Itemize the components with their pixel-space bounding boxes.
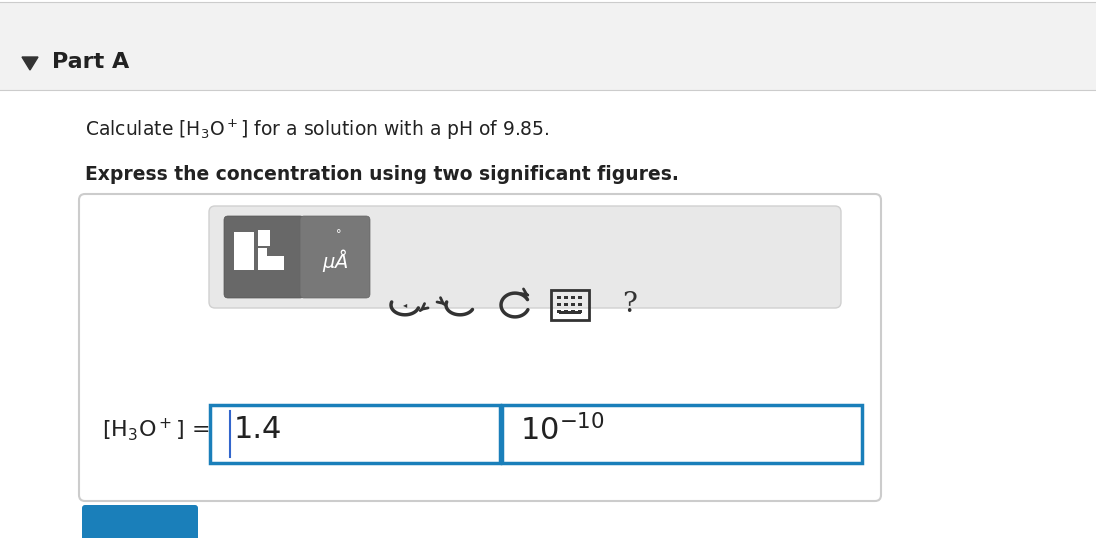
Bar — [571, 296, 575, 299]
Text: Calculate $\mathrm{[H_3O^+]}$ for a solution with a $\mathrm{pH}$ of 9.85.: Calculate $\mathrm{[H_3O^+]}$ for a solu… — [85, 118, 549, 142]
FancyBboxPatch shape — [300, 216, 370, 298]
Bar — [557, 310, 561, 313]
Bar — [578, 296, 582, 299]
Bar — [235, 232, 254, 270]
Bar — [258, 248, 267, 257]
Bar — [502, 405, 861, 463]
FancyBboxPatch shape — [209, 206, 841, 308]
Bar — [571, 303, 575, 306]
Bar — [578, 303, 582, 306]
Bar — [564, 296, 568, 299]
Text: $\mathrm{[H_3O^+]}$ =: $\mathrm{[H_3O^+]}$ = — [102, 416, 209, 443]
Text: ◂: ◂ — [403, 301, 407, 309]
FancyBboxPatch shape — [82, 505, 198, 538]
Bar — [564, 310, 568, 313]
Bar — [0, 2, 1096, 90]
Bar — [258, 256, 284, 270]
Text: Express the concentration using two significant figures.: Express the concentration using two sign… — [85, 166, 678, 185]
Text: Part A: Part A — [52, 52, 129, 72]
Bar — [578, 310, 582, 313]
Text: ?: ? — [623, 292, 638, 318]
Bar — [557, 296, 561, 299]
Polygon shape — [22, 57, 38, 70]
Bar — [210, 405, 500, 463]
Bar — [559, 311, 581, 314]
FancyBboxPatch shape — [224, 216, 304, 298]
FancyBboxPatch shape — [79, 194, 881, 501]
Text: 1.4: 1.4 — [235, 415, 283, 444]
Bar — [564, 303, 568, 306]
Text: $\mu\AA$: $\mu\AA$ — [321, 247, 349, 274]
Text: $10^{-10}$: $10^{-10}$ — [520, 414, 605, 446]
Text: °: ° — [336, 229, 342, 239]
Bar — [557, 303, 561, 306]
Bar — [571, 310, 575, 313]
Bar — [258, 230, 270, 246]
